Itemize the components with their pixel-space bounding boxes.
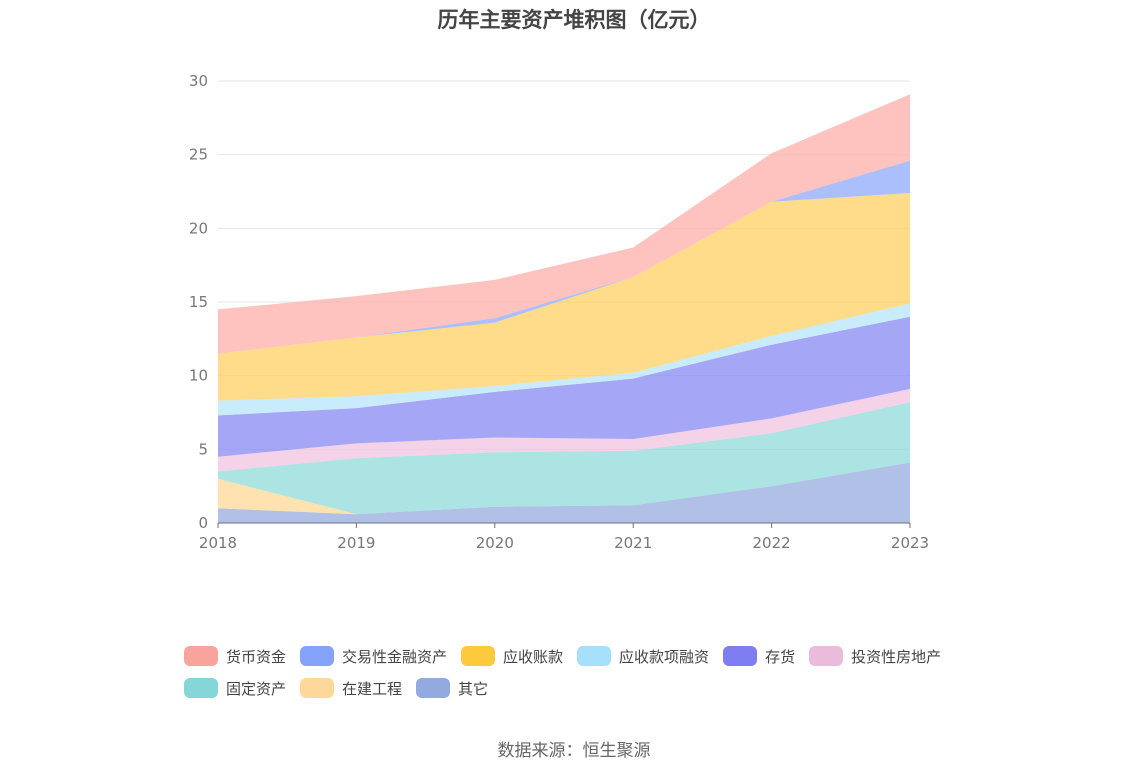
area-series-1[interactable] [218, 462, 910, 515]
legend-swatch [416, 678, 451, 698]
x-tick-label: 2020 [476, 534, 514, 552]
y-tick-label: 0 [198, 514, 208, 532]
legend-swatch [184, 646, 218, 666]
area-series-6[interactable] [218, 193, 910, 401]
legend-swatch [723, 646, 758, 666]
legend-swatch [461, 646, 496, 666]
legend-item-construction[interactable]: 在建工程 [300, 678, 402, 699]
x-tick-label: 2019 [337, 534, 375, 552]
legend-label: 投资性房地产 [851, 647, 942, 666]
legend-swatch [577, 646, 612, 666]
legend: 货币资金 交易性金融资产 应收账款 应收款项融资 存货 投资性房地产 固定资产 [184, 640, 1004, 704]
legend-label: 存货 [765, 647, 796, 666]
area-series-5[interactable] [218, 303, 910, 416]
area-series-2[interactable] [218, 402, 910, 515]
legend-label: 固定资产 [226, 679, 287, 698]
legend-label: 应收账款 [503, 647, 564, 666]
legend-item-receivables[interactable]: 应收账款 [461, 646, 563, 667]
y-tick-label: 30 [189, 72, 208, 90]
legend-item-investment-property[interactable]: 投资性房地产 [809, 646, 941, 667]
legend-swatch [184, 678, 218, 698]
legend-row-1: 货币资金 交易性金融资产 应收账款 应收款项融资 存货 投资性房地产 [184, 640, 1004, 672]
area-series-8[interactable] [218, 94, 910, 354]
area-series [218, 94, 910, 523]
legend-label: 应收款项融资 [619, 647, 710, 666]
legend-item-receivables-financing[interactable]: 应收款项融资 [577, 646, 709, 667]
legend-item-trading-assets[interactable]: 交易性金融资产 [300, 646, 447, 667]
legend-swatch [300, 646, 335, 666]
legend-item-fixed-assets[interactable]: 固定资产 [184, 678, 286, 699]
legend-row-2: 固定资产 在建工程 其它 [184, 672, 1004, 704]
legend-swatch [300, 678, 335, 698]
y-tick-label: 10 [189, 367, 208, 385]
legend-label: 货币资金 [226, 647, 287, 666]
legend-label: 交易性金融资产 [342, 647, 448, 666]
x-tick-label: 2018 [199, 534, 237, 552]
x-tick-label: 2023 [891, 534, 929, 552]
area-series-4[interactable] [218, 316, 910, 457]
x-tick-label: 2021 [614, 534, 652, 552]
data-source: 数据来源：恒生聚源 [497, 741, 651, 761]
area-series-3[interactable] [218, 388, 910, 472]
axes: 0 5 10 15 20 25 30 2018 2019 2020 2021 2022 2023 [189, 72, 929, 552]
y-tick-label: 5 [198, 440, 208, 458]
legend-item-inventory[interactable]: 存货 [723, 646, 795, 667]
legend-item-other[interactable]: 其它 [416, 678, 488, 699]
legend-label: 在建工程 [342, 679, 403, 698]
legend-label: 其它 [458, 679, 489, 698]
y-tick-label: 25 [189, 146, 208, 164]
y-tick-label: 20 [189, 219, 208, 237]
x-tick-label: 2022 [753, 534, 791, 552]
chart-title: 历年主要资产堆积图（亿元） [437, 8, 711, 32]
y-tick-label: 15 [189, 293, 208, 311]
area-series-0[interactable] [218, 462, 910, 523]
legend-swatch [809, 646, 844, 666]
legend-item-cash[interactable]: 货币资金 [184, 646, 286, 667]
